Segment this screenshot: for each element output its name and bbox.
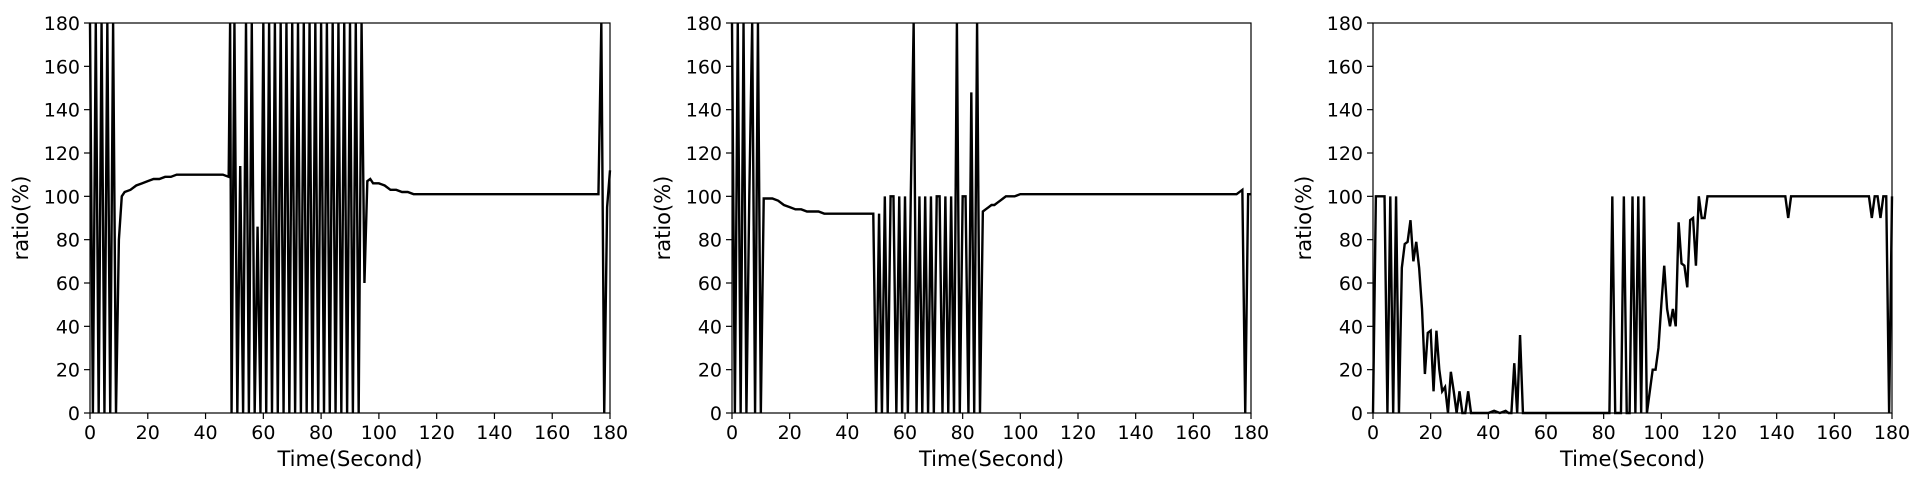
chart-panel-1: 0 20 40 60 80 100 120 140 160 180 0 20 40 60 80 100 120 1… bbox=[9, 13, 628, 471]
y-tick-label: 80 bbox=[698, 230, 722, 252]
chart-panel-3: 0 20 40 60 80 100 120 140 160 180 0 20 40 60 80 100 120 1… bbox=[1292, 13, 1910, 471]
x-tick-label: 100 bbox=[361, 422, 397, 444]
series-line-1 bbox=[730, 22, 1251, 414]
series-line-1 bbox=[88, 22, 612, 414]
x-tick-label: 0 bbox=[84, 422, 96, 444]
y-tick-label: 140 bbox=[686, 100, 722, 122]
y-tick-label: 60 bbox=[56, 273, 80, 295]
y-tick-label: 40 bbox=[1339, 316, 1363, 338]
y-tick-label: 180 bbox=[686, 13, 722, 35]
x-tick-label: 60 bbox=[1534, 422, 1558, 444]
y-tick-label: 120 bbox=[44, 143, 80, 165]
plot-frame bbox=[89, 22, 611, 414]
x-tick-label: 180 bbox=[592, 422, 628, 444]
x-tick-label: 80 bbox=[309, 422, 333, 444]
y-tick-label: 20 bbox=[56, 360, 80, 382]
x-tick-label: 60 bbox=[893, 422, 917, 444]
y-tick-label: 0 bbox=[710, 403, 722, 425]
series-line-1 bbox=[1371, 195, 1894, 415]
y-tick-label: 20 bbox=[1339, 360, 1363, 382]
y-axis-label: ratio(%) bbox=[9, 176, 33, 261]
y-tick-label: 180 bbox=[44, 13, 80, 35]
x-tick-label: 180 bbox=[1233, 422, 1269, 444]
y-tick-label: 80 bbox=[1339, 230, 1363, 252]
x-tick-label: 20 bbox=[136, 422, 160, 444]
x-tick-label: 40 bbox=[835, 422, 859, 444]
y-tick-label: 0 bbox=[68, 403, 80, 425]
x-tick-label: 160 bbox=[1175, 422, 1211, 444]
y-tick-label: 160 bbox=[44, 56, 80, 78]
y-tick-label: 140 bbox=[44, 100, 80, 122]
x-tick-label: 20 bbox=[1419, 422, 1443, 444]
x-tick-label: 0 bbox=[726, 422, 738, 444]
y-tick-label: 20 bbox=[698, 360, 722, 382]
x-axis-label: Time(Second) bbox=[276, 447, 422, 471]
y-axis-label: ratio(%) bbox=[651, 176, 675, 261]
x-tick-label: 20 bbox=[778, 422, 802, 444]
y-tick-label: 120 bbox=[1327, 143, 1363, 165]
y-tick-label: 140 bbox=[1327, 100, 1363, 122]
y-tick-label: 160 bbox=[686, 56, 722, 78]
y-tick-label: 100 bbox=[1327, 186, 1363, 208]
y-tick-label: 0 bbox=[1351, 403, 1363, 425]
x-tick-label: 100 bbox=[1002, 422, 1038, 444]
y-tick-label: 160 bbox=[1327, 56, 1363, 78]
x-tick-label: 160 bbox=[1816, 422, 1852, 444]
x-tick-label: 0 bbox=[1367, 422, 1379, 444]
x-tick-label: 180 bbox=[1874, 422, 1910, 444]
y-tick-label: 120 bbox=[686, 143, 722, 165]
x-tick-label: 40 bbox=[1476, 422, 1500, 444]
y-tick-label: 60 bbox=[1339, 273, 1363, 295]
x-tick-label: 120 bbox=[1060, 422, 1096, 444]
chart-panel-2: 0 20 40 60 80 100 120 140 160 180 0 20 40 60 80 100 120 1… bbox=[651, 13, 1269, 471]
x-tick-label: 60 bbox=[251, 422, 275, 444]
x-tick-label: 80 bbox=[951, 422, 975, 444]
x-tick-label: 140 bbox=[1118, 422, 1154, 444]
x-tick-label: 40 bbox=[193, 422, 217, 444]
x-tick-label: 120 bbox=[1701, 422, 1737, 444]
x-tick-label: 120 bbox=[419, 422, 455, 444]
x-axis-label: Time(Second) bbox=[918, 447, 1064, 471]
x-tick-label: 100 bbox=[1643, 422, 1679, 444]
y-tick-label: 80 bbox=[56, 230, 80, 252]
x-axis-label: Time(Second) bbox=[1559, 447, 1705, 471]
x-tick-label: 80 bbox=[1592, 422, 1616, 444]
y-axis-label: ratio(%) bbox=[1292, 176, 1316, 261]
plot-frame bbox=[731, 22, 1252, 414]
x-tick-label: 140 bbox=[1759, 422, 1795, 444]
y-tick-label: 60 bbox=[698, 273, 722, 295]
y-tick-label: 100 bbox=[44, 186, 80, 208]
y-tick-label: 100 bbox=[686, 186, 722, 208]
plot-frame bbox=[1372, 22, 1893, 414]
x-tick-label: 160 bbox=[534, 422, 570, 444]
y-tick-label: 180 bbox=[1327, 13, 1363, 35]
x-tick-label: 140 bbox=[476, 422, 512, 444]
y-tick-label: 40 bbox=[698, 316, 722, 338]
y-tick-label: 40 bbox=[56, 316, 80, 338]
